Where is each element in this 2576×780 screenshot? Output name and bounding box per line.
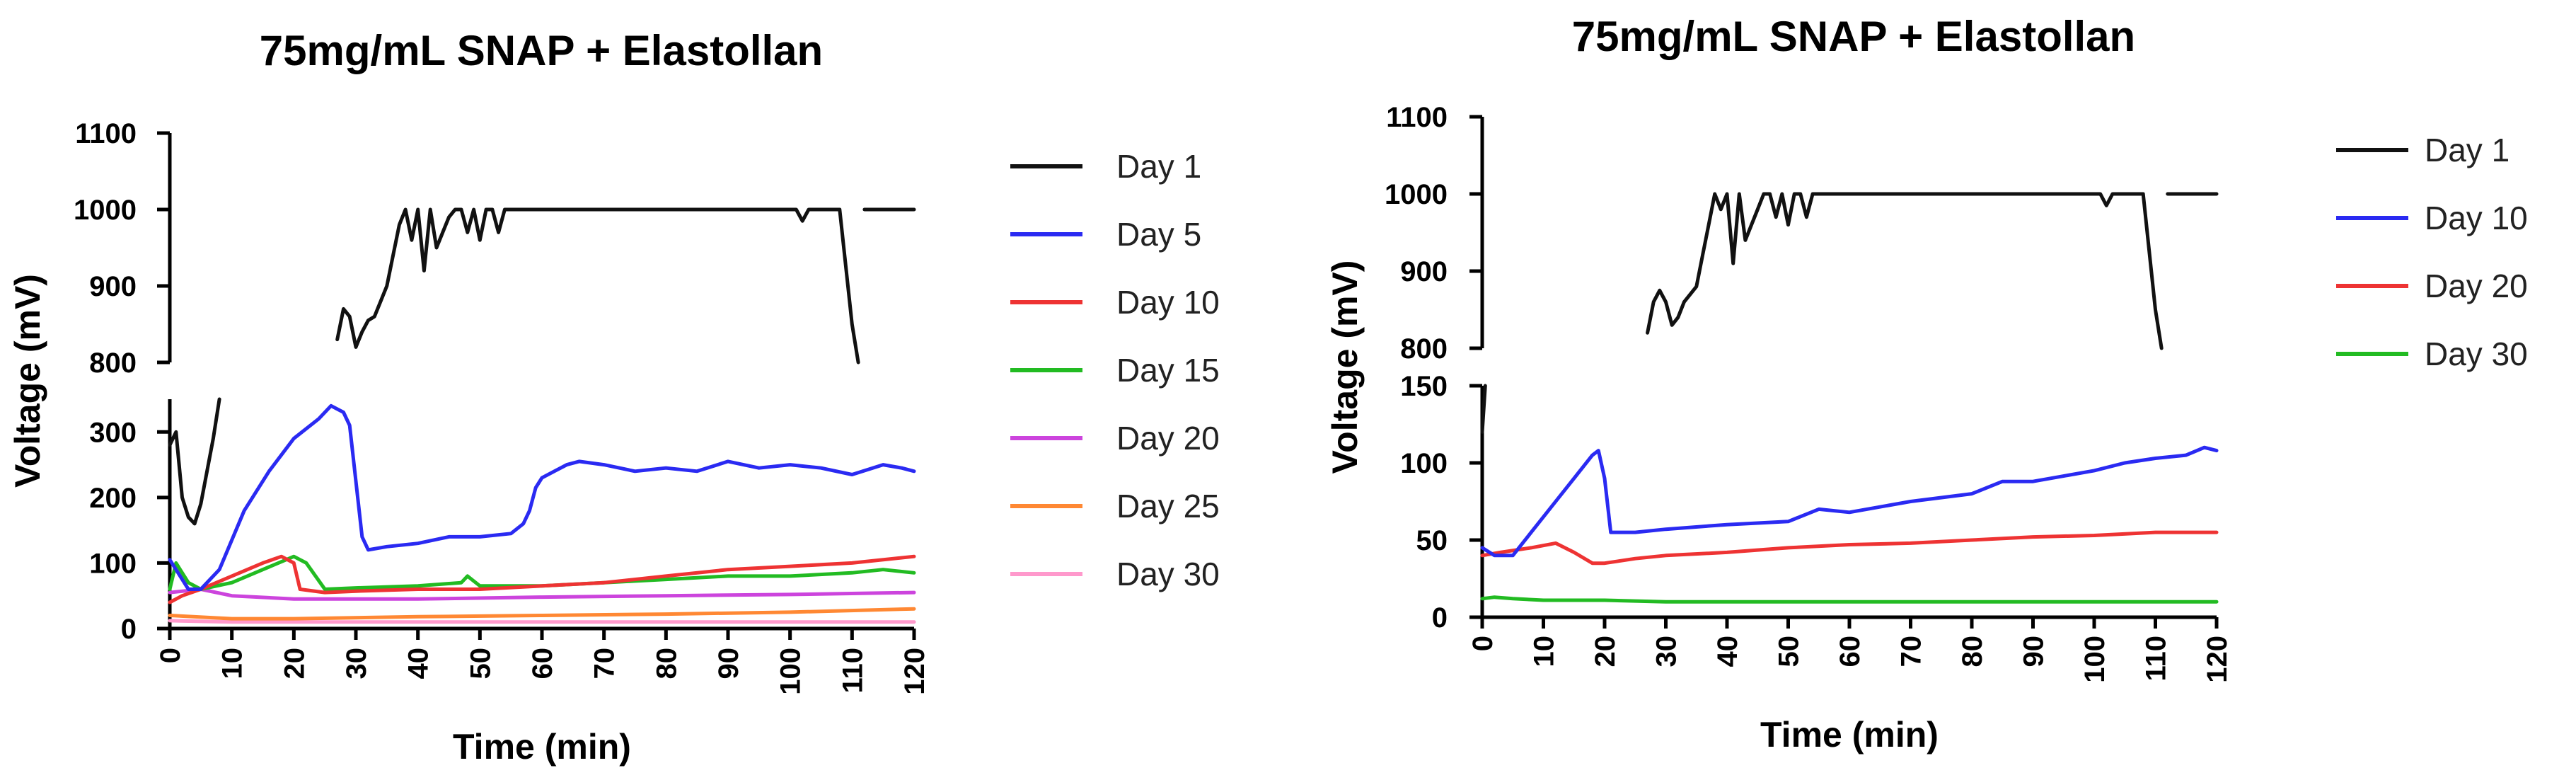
chart-title: 75mg/mL SNAP + Elastollan	[260, 27, 823, 74]
legend-label-day-10: Day 10	[2425, 200, 2528, 236]
series-line-day-20	[1480, 530, 2219, 566]
x-tick-label: 10	[1529, 636, 1560, 667]
x-tick-label: 20	[1590, 636, 1621, 667]
chart-right: 75mg/mL SNAP + Elastollan Voltage (mV) Tim…	[1325, 13, 2528, 755]
x-tick-label: 100	[775, 648, 807, 695]
y-tick-label: 300	[89, 417, 137, 448]
x-tick-label: 0	[1467, 636, 1498, 651]
y-tick-label: 1000	[74, 195, 137, 226]
y-tick-label: 1000	[1385, 179, 1448, 210]
x-tick-label: 110	[837, 648, 868, 694]
x-tick-label: 120	[2202, 636, 2233, 683]
series-line-day-5	[168, 403, 916, 591]
y-tick-label: 200	[89, 483, 137, 514]
y-tick-label: 150	[1400, 371, 1448, 402]
legend-label-day-1: Day 1	[2425, 132, 2509, 168]
chart-title: 75mg/mL SNAP + Elastollan	[1572, 13, 2135, 60]
legend-label-day-15: Day 15	[1116, 352, 1220, 389]
x-tick-label: 10	[217, 648, 248, 679]
y-tick-label: 800	[1400, 333, 1448, 365]
series-line-day-1	[1646, 192, 2164, 350]
x-tick-label: 30	[341, 648, 372, 679]
y-tick-label: 0	[1432, 602, 1448, 633]
series-line-day-15	[168, 554, 916, 591]
y-axis-title: Voltage (mV)	[1325, 260, 1365, 474]
legend-label-day-20: Day 20	[1116, 420, 1220, 457]
x-tick-label: 70	[589, 648, 620, 679]
x-tick-label: 40	[403, 648, 434, 679]
series-line-day-1	[168, 397, 221, 526]
x-tick-label: 30	[1651, 636, 1682, 667]
x-tick-label: 100	[2079, 636, 2110, 683]
y-tick-label: 1100	[1386, 102, 1448, 133]
y-tick-label: 100	[1400, 448, 1448, 479]
series-line-day-1	[335, 207, 860, 365]
x-tick-label: 80	[1957, 636, 1988, 667]
legend-label-day-30: Day 30	[1116, 556, 1220, 592]
y-tick-label: 50	[1416, 525, 1448, 556]
legend-label-day-25: Day 25	[1116, 488, 1220, 524]
series-line-day-25	[168, 607, 916, 621]
y-tick-label: 900	[89, 271, 137, 302]
x-tick-label: 70	[1896, 636, 1927, 667]
series-line-day-10	[168, 554, 916, 604]
chart-left: 75mg/mL SNAP + Elastollan Voltage (mV) Tim…	[8, 27, 1220, 767]
y-tick-label: 1100	[75, 118, 137, 149]
x-tick-label: 60	[527, 648, 558, 679]
legend-label-day-10: Day 10	[1116, 284, 1220, 321]
x-tick-label: 50	[1774, 636, 1805, 667]
series-line-day-20	[168, 587, 916, 601]
x-axis-title: Time (min)	[1760, 715, 1939, 755]
y-tick-label: 0	[121, 614, 137, 645]
x-tick-label: 20	[279, 648, 310, 679]
y-axis-title: Voltage (mV)	[8, 274, 47, 488]
series-line-day-30	[168, 619, 916, 624]
x-tick-label: 80	[651, 648, 682, 679]
x-tick-label: 60	[1835, 636, 1866, 667]
legend-label-day-1: Day 1	[1116, 148, 1201, 185]
y-tick-label: 800	[89, 348, 137, 379]
x-tick-label: 110	[2141, 636, 2172, 682]
legend-label-day-20: Day 20	[2425, 268, 2528, 304]
legend-label-day-30: Day 30	[2425, 335, 2528, 372]
y-tick-label: 900	[1400, 256, 1448, 287]
y-tick-label: 100	[89, 548, 137, 579]
x-tick-label: 40	[1712, 636, 1743, 667]
x-tick-label: 120	[899, 648, 930, 695]
series-line-day-10	[1480, 445, 2219, 558]
x-axis-title: Time (min)	[453, 727, 631, 767]
legend-label-day-5: Day 5	[1116, 216, 1201, 253]
x-tick-label: 0	[155, 648, 186, 663]
x-tick-label: 50	[465, 648, 496, 679]
series-line-day-30	[1480, 595, 2219, 604]
x-tick-label: 90	[2018, 636, 2050, 667]
x-tick-label: 90	[713, 648, 744, 679]
series-line-day-1	[1480, 384, 1487, 434]
